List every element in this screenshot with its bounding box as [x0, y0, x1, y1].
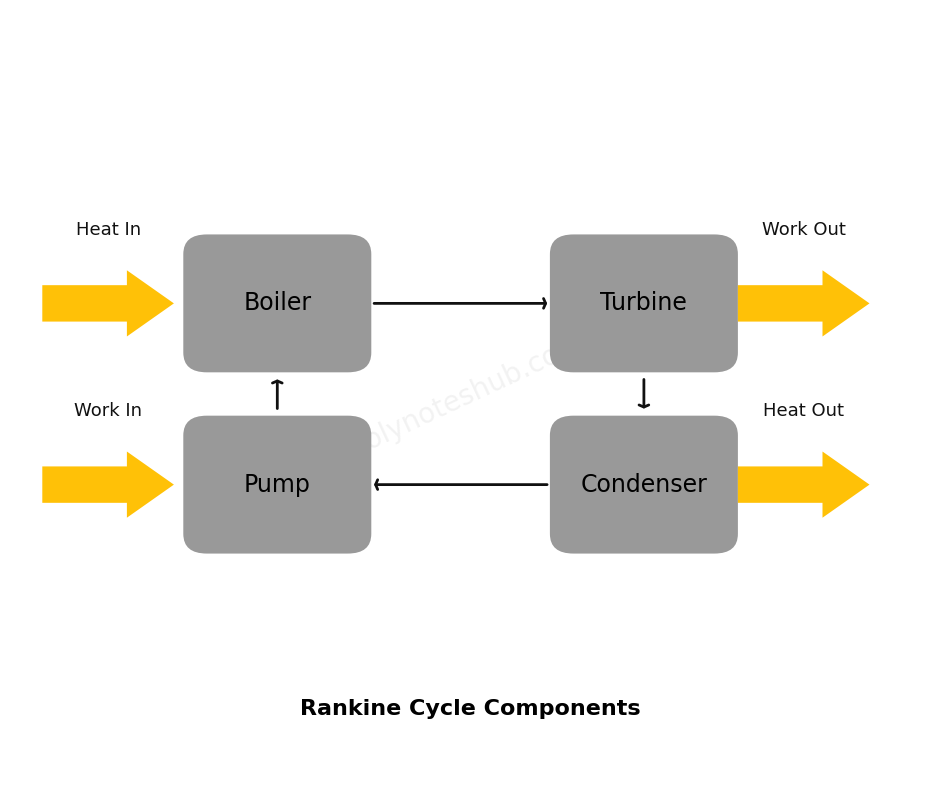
- Text: Work In: Work In: [74, 402, 142, 420]
- Polygon shape: [42, 452, 174, 518]
- Polygon shape: [738, 270, 870, 336]
- Text: Turbine: Turbine: [601, 292, 687, 315]
- Polygon shape: [42, 270, 174, 336]
- FancyBboxPatch shape: [550, 416, 738, 554]
- Text: Condenser: Condenser: [581, 473, 707, 496]
- FancyBboxPatch shape: [183, 235, 371, 373]
- Text: Boiler: Boiler: [243, 292, 311, 315]
- Text: Heat Out: Heat Out: [763, 402, 844, 420]
- Text: Rankine Cycle Components: Rankine Cycle Components: [300, 699, 640, 719]
- FancyBboxPatch shape: [550, 235, 738, 373]
- Polygon shape: [738, 452, 870, 518]
- FancyBboxPatch shape: [183, 416, 371, 554]
- Text: polynoteshub.co.in: polynoteshub.co.in: [345, 325, 595, 463]
- Text: Heat In: Heat In: [75, 221, 141, 239]
- Text: Work Out: Work Out: [761, 221, 846, 239]
- Text: Pump: Pump: [243, 473, 311, 496]
